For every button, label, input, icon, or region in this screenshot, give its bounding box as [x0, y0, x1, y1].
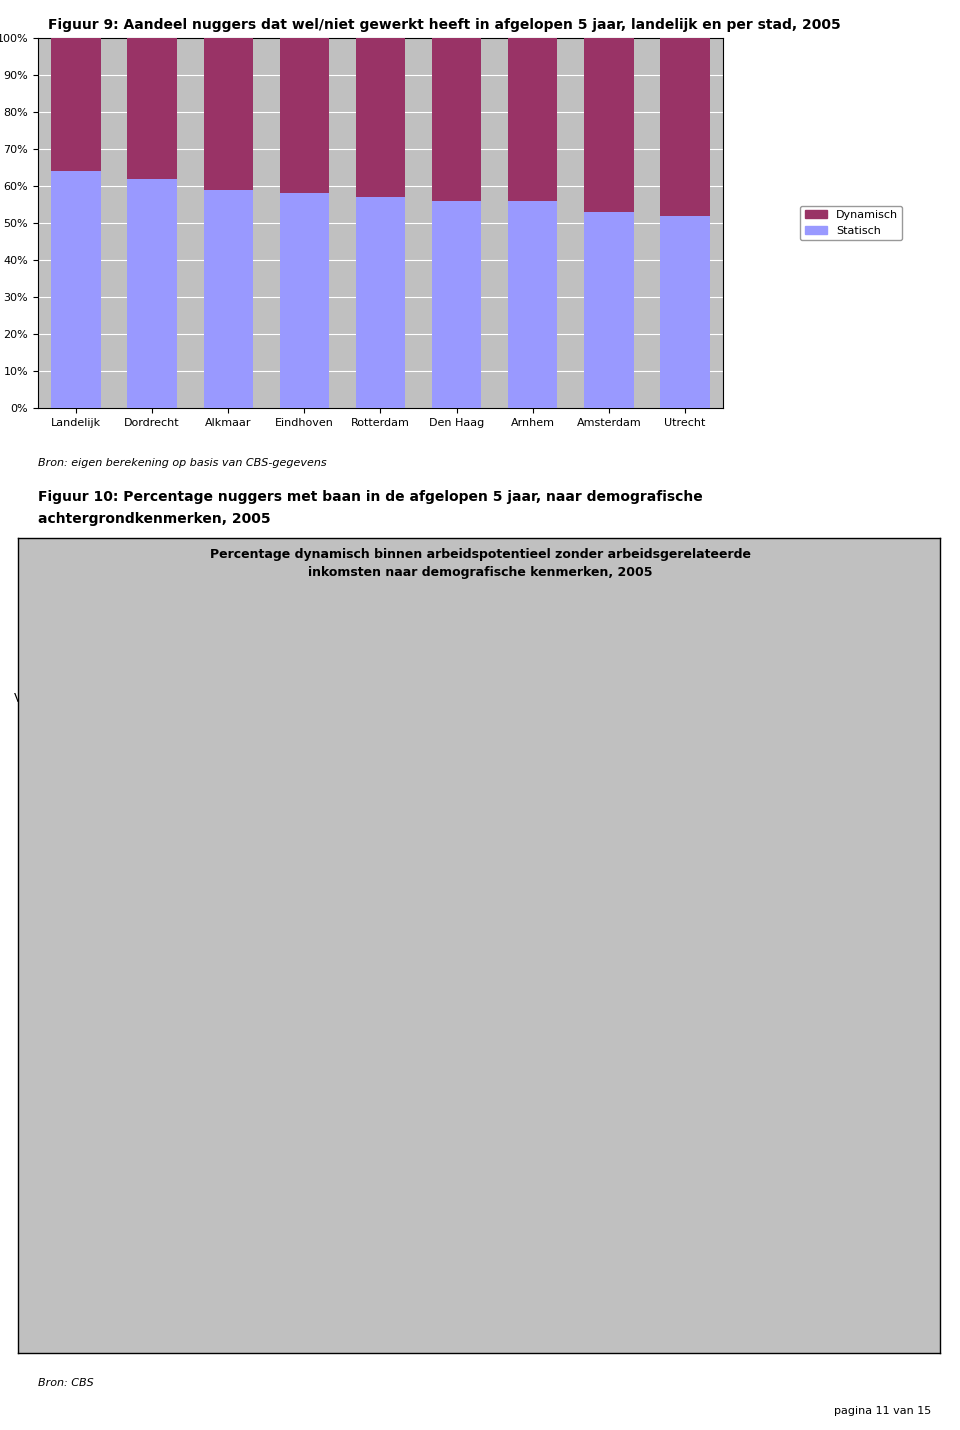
Legend: Dynamisch, Statisch: Dynamisch, Statisch [801, 206, 902, 240]
Text: pagina 11 van 15: pagina 11 van 15 [834, 1406, 931, 1416]
Bar [268, 579, 808, 606]
Bar [508, 200, 558, 408]
Bar [268, 684, 696, 709]
Text: Figuur 9: Aandeel nuggers dat wel/niet gewerkt heeft in afgelopen 5 jaar, landel: Figuur 9: Aandeel nuggers dat wel/niet g… [48, 19, 841, 31]
Text: Bron: CBS: Bron: CBS [38, 1379, 94, 1389]
Bar [268, 1101, 650, 1127]
Bar [268, 944, 836, 971]
Text: Figuur 10: Percentage nuggers met baan in de afgelopen 5 jaar, naar demografisch: Figuur 10: Percentage nuggers met baan i… [38, 490, 703, 503]
Bar [268, 1257, 594, 1283]
Bar [432, 200, 481, 408]
Bar [128, 39, 177, 179]
Bar [51, 172, 101, 408]
Bar [268, 1153, 585, 1178]
Bar [279, 193, 329, 408]
Bar [660, 216, 709, 408]
Bar [51, 39, 101, 172]
Text: Percentage dynamisch binnen arbeidspotentieel zonder arbeidsgerelateerde
inkomst: Percentage dynamisch binnen arbeidspoten… [209, 548, 751, 579]
Bar [204, 39, 253, 190]
Bar [128, 179, 177, 408]
Bar [584, 39, 634, 212]
Bar [268, 839, 454, 867]
Bar [356, 39, 405, 197]
Bar [584, 212, 634, 408]
Text: Bron: eigen berekening op basis van CBS-gegevens: Bron: eigen berekening op basis van CBS-… [38, 458, 327, 468]
Bar [432, 39, 481, 200]
Bar [268, 892, 706, 918]
Bar [508, 39, 558, 200]
Text: achtergrondkenmerken, 2005: achtergrondkenmerken, 2005 [38, 512, 271, 526]
Bar [356, 197, 405, 408]
Bar [268, 632, 827, 658]
Bar [204, 190, 253, 408]
Bar [268, 736, 529, 762]
Bar [268, 1048, 575, 1074]
Bar [279, 39, 329, 193]
Bar [660, 39, 709, 216]
